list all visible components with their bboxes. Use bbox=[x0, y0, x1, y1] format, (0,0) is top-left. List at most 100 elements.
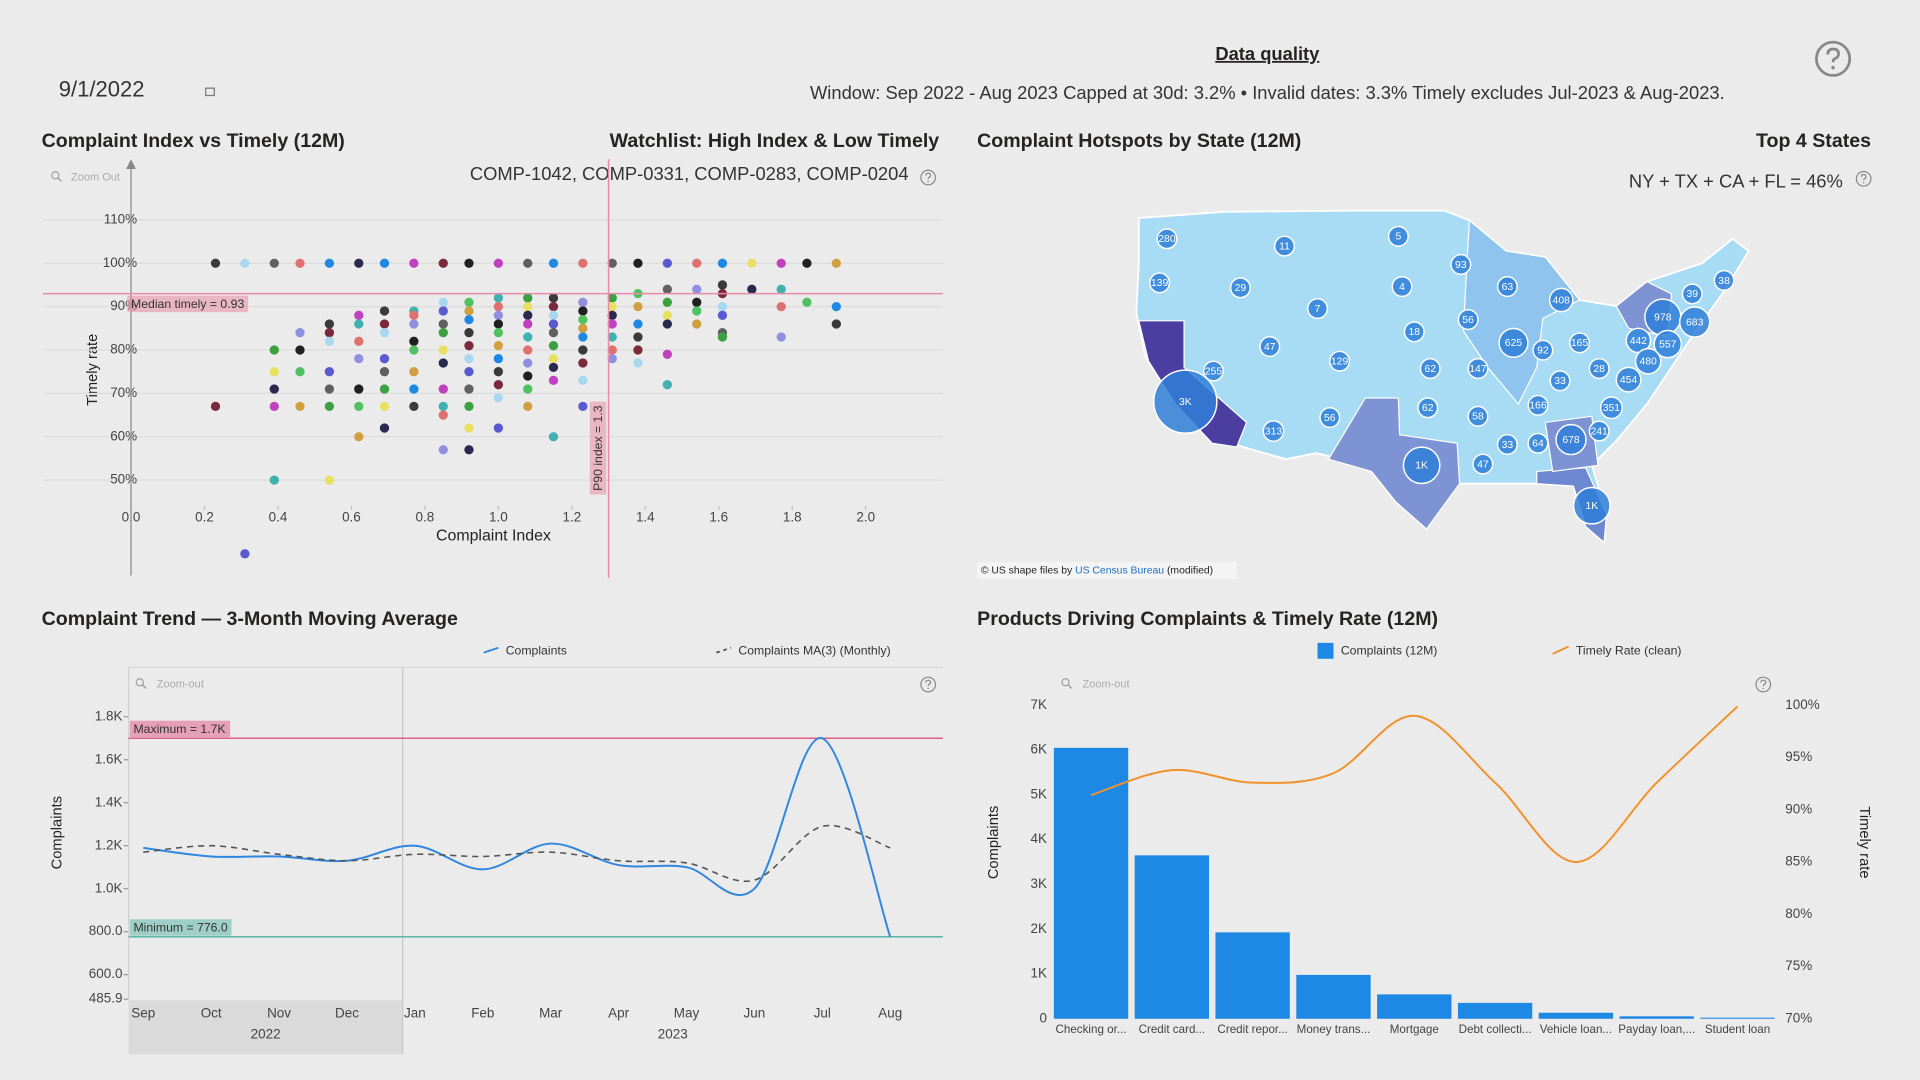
year-label: 2022 bbox=[251, 1026, 281, 1041]
bubble-label: 683 bbox=[1686, 317, 1704, 328]
point bbox=[409, 367, 419, 377]
x-tick-label: 1.2 bbox=[562, 510, 581, 525]
point bbox=[692, 306, 702, 316]
bubble-label: 280 bbox=[1158, 234, 1176, 245]
point bbox=[438, 319, 448, 329]
point bbox=[578, 314, 588, 325]
x-tick-label: 0.8 bbox=[416, 510, 435, 525]
point bbox=[438, 345, 448, 355]
y-tick-label: 2K bbox=[1030, 921, 1046, 936]
bubble-label: 557 bbox=[1659, 339, 1677, 350]
point bbox=[662, 380, 672, 390]
date-slicer[interactable]: 9/1/2022 bbox=[59, 76, 145, 101]
bar bbox=[1700, 1017, 1775, 1019]
point bbox=[548, 432, 559, 442]
bubble-label: 33 bbox=[1554, 376, 1566, 387]
bubble-label: 408 bbox=[1553, 295, 1571, 306]
bubble-label: 47 bbox=[1264, 342, 1276, 353]
point bbox=[464, 401, 474, 412]
point bbox=[409, 310, 419, 320]
point bbox=[578, 258, 588, 268]
point bbox=[438, 297, 448, 307]
bubble-label: 7 bbox=[1315, 304, 1321, 315]
zoom-out[interactable]: Zoom-out bbox=[1082, 678, 1129, 690]
bubble-label: 47 bbox=[1477, 459, 1489, 470]
point bbox=[523, 401, 533, 412]
bubble-label: 38 bbox=[1718, 276, 1730, 287]
bubble-label: 255 bbox=[1205, 366, 1223, 377]
bubble-label: 62 bbox=[1424, 364, 1436, 375]
point bbox=[493, 380, 504, 390]
bubble-label: 147 bbox=[1469, 364, 1487, 375]
point bbox=[464, 297, 474, 307]
calendar-icon[interactable] bbox=[205, 87, 215, 97]
x-tick-label: Checking or... bbox=[1055, 1023, 1126, 1036]
chart-title: Complaint Index vs Timely (12M) bbox=[42, 130, 345, 152]
point bbox=[523, 345, 533, 355]
point bbox=[776, 258, 786, 268]
point bbox=[464, 306, 474, 316]
point bbox=[379, 328, 390, 338]
y-tick-label: 1.4K bbox=[95, 794, 123, 809]
bubble-label: 241 bbox=[1591, 426, 1609, 437]
point bbox=[379, 384, 390, 394]
y2-tick-label: 90% bbox=[1785, 801, 1812, 816]
bubble-label: 139 bbox=[1151, 278, 1169, 289]
bar bbox=[1457, 1002, 1533, 1019]
point bbox=[717, 332, 728, 342]
point bbox=[523, 293, 533, 303]
credit-link[interactable]: US Census Bureau bbox=[1075, 565, 1164, 576]
point bbox=[633, 258, 643, 268]
point bbox=[493, 328, 504, 338]
bubble bbox=[1417, 397, 1439, 419]
point bbox=[578, 332, 588, 342]
point bbox=[662, 258, 672, 268]
point bbox=[269, 384, 279, 394]
summary: NY + TX + CA + FL = 46% bbox=[1629, 170, 1843, 191]
point bbox=[717, 310, 728, 320]
chart-title: Complaint Trend — 3-Month Moving Average bbox=[42, 608, 458, 630]
point bbox=[776, 301, 786, 312]
bubble bbox=[1273, 235, 1296, 257]
chart-title: Products Driving Complaints & Timely Rat… bbox=[977, 608, 1438, 630]
point bbox=[578, 345, 588, 355]
point bbox=[692, 319, 702, 329]
point bbox=[464, 354, 474, 364]
point bbox=[831, 258, 841, 268]
credit-text: (modified) bbox=[1164, 565, 1213, 576]
zoom-out[interactable]: Zoom-out bbox=[157, 678, 204, 690]
point bbox=[607, 345, 617, 355]
y-tick-label: 6K bbox=[1030, 742, 1046, 757]
y-tick-label: 1.8K bbox=[95, 708, 123, 723]
state-area bbox=[1327, 397, 1461, 530]
point bbox=[548, 328, 559, 338]
y-tick-label: 1K bbox=[1030, 966, 1046, 981]
bubble-label: 3K bbox=[1179, 397, 1192, 408]
point bbox=[438, 306, 448, 316]
year-band bbox=[128, 1000, 403, 1055]
bar bbox=[1134, 855, 1210, 1019]
bubble bbox=[1467, 358, 1489, 380]
bubble-label: 33 bbox=[1502, 440, 1514, 451]
bubble-label: 313 bbox=[1265, 426, 1283, 437]
point bbox=[240, 258, 250, 268]
bar bbox=[1296, 974, 1371, 1019]
x-tick-label: 0.6 bbox=[342, 510, 361, 525]
point bbox=[523, 319, 533, 329]
y2-tick-label: 70% bbox=[1785, 1010, 1812, 1025]
bubble bbox=[1496, 433, 1518, 456]
point bbox=[607, 258, 617, 268]
zoom-out[interactable]: Zoom Out bbox=[71, 171, 120, 183]
point bbox=[802, 297, 812, 307]
bubble bbox=[1532, 339, 1554, 361]
point bbox=[269, 367, 279, 377]
point bbox=[717, 258, 728, 268]
watchlist-title: Watchlist: High Index & Low Timely bbox=[610, 130, 940, 152]
point bbox=[493, 301, 504, 312]
point bbox=[548, 293, 559, 303]
point bbox=[692, 258, 702, 268]
bubble bbox=[1419, 358, 1441, 380]
point bbox=[354, 354, 364, 364]
legend-label: Complaints MA(3) (Monthly) bbox=[738, 644, 890, 658]
point bbox=[493, 423, 504, 433]
